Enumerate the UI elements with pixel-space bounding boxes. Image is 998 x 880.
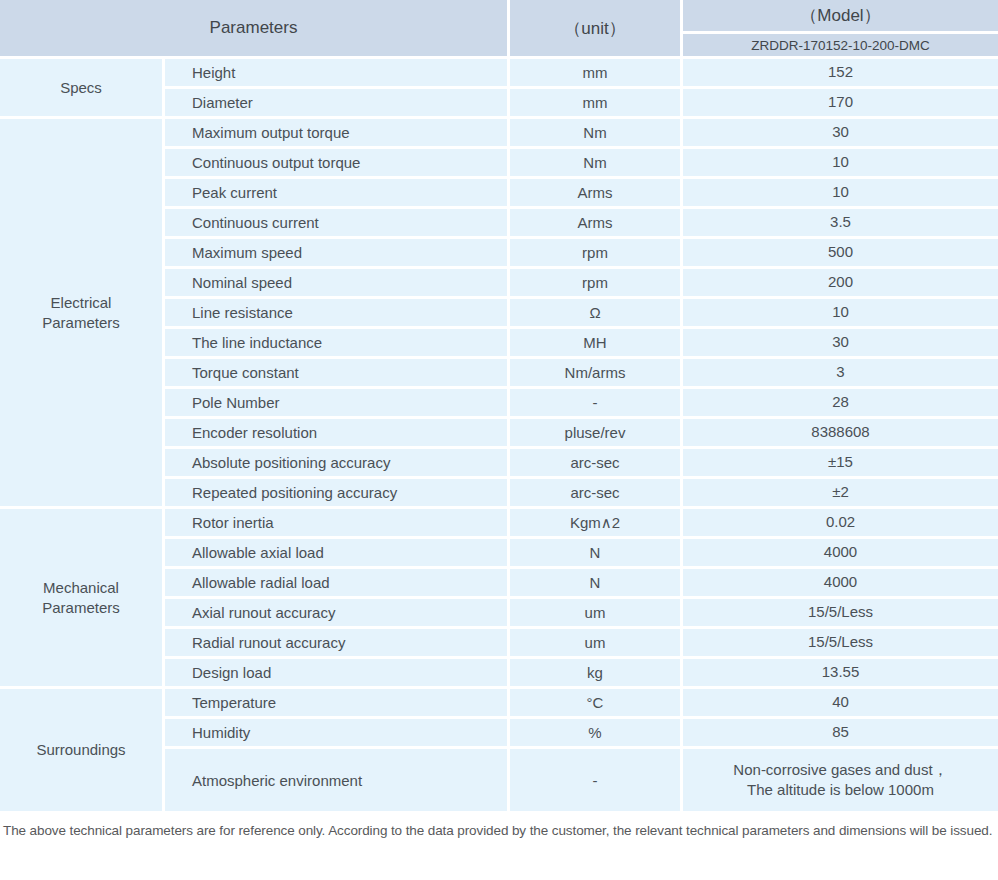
table-row: Electrical ParametersMaximum output torq… [0,119,998,149]
parameters-header-cell: Parameters [0,0,510,59]
param-cell: Continuous output torque [165,149,510,179]
value-cell: 40 [683,689,998,719]
param-cell: Diameter [165,89,510,119]
value-cell: 28 [683,389,998,419]
param-cell: Pole Number [165,389,510,419]
param-cell: Line resistance [165,299,510,329]
value-cell: 10 [683,149,998,179]
value-cell: 85 [683,719,998,749]
spec-table: Parameters （unit） （Model） ZRDDR-170152-1… [0,0,998,814]
group-cell-surroundings: Surroundings [0,689,165,814]
param-cell: Temperature [165,689,510,719]
value-cell: Non-corrosive gases and dust， The altitu… [683,749,998,814]
param-cell: Humidity [165,719,510,749]
unit-cell: um [510,629,683,659]
table-row: SurroundingsTemperature°C40 [0,689,998,719]
param-cell: Peak current [165,179,510,209]
unit-cell: - [510,749,683,814]
group-cell-mechanical-parameters: Mechanical Parameters [0,509,165,689]
unit-cell: Ω [510,299,683,329]
spec-table-body: SpecsHeightmm152Diametermm170Electrical … [0,59,998,814]
param-cell: Repeated positioning accuracy [165,479,510,509]
unit-cell: pluse/rev [510,419,683,449]
group-cell-electrical-parameters: Electrical Parameters [0,119,165,509]
value-cell: 8388608 [683,419,998,449]
spec-table-header: Parameters （unit） （Model） ZRDDR-170152-1… [0,0,998,59]
model-number-cell: ZRDDR-170152-10-200-DMC [683,34,998,59]
value-cell: 500 [683,239,998,269]
param-cell: The line inductance [165,329,510,359]
model-header-cell: （Model） [683,0,998,34]
param-cell: Height [165,59,510,89]
param-cell: Continuous current [165,209,510,239]
unit-cell: N [510,569,683,599]
unit-cell: arc-sec [510,449,683,479]
unit-cell: mm [510,59,683,89]
unit-cell: rpm [510,269,683,299]
value-cell: 10 [683,179,998,209]
unit-cell: % [510,719,683,749]
param-cell: Absolute positioning accuracy [165,449,510,479]
value-cell: 4000 [683,569,998,599]
value-cell: ±15 [683,449,998,479]
unit-cell: °C [510,689,683,719]
value-cell: 13.55 [683,659,998,689]
value-cell: 30 [683,119,998,149]
unit-cell: Nm/arms [510,359,683,389]
unit-cell: rpm [510,239,683,269]
unit-cell: - [510,389,683,419]
unit-cell: Arms [510,179,683,209]
value-cell: 200 [683,269,998,299]
unit-cell: N [510,539,683,569]
unit-cell: arc-sec [510,479,683,509]
unit-cell: MH [510,329,683,359]
param-cell: Allowable axial load [165,539,510,569]
unit-cell: um [510,599,683,629]
value-cell: 3 [683,359,998,389]
value-cell: 4000 [683,539,998,569]
unit-cell: mm [510,89,683,119]
param-cell: Rotor inertia [165,509,510,539]
value-cell: 152 [683,59,998,89]
param-cell: Allowable radial load [165,569,510,599]
value-cell: 3.5 [683,209,998,239]
unit-cell: Kgm∧2 [510,509,683,539]
unit-cell: Arms [510,209,683,239]
unit-cell: kg [510,659,683,689]
value-cell: ±2 [683,479,998,509]
table-row: SpecsHeightmm152 [0,59,998,89]
param-cell: Design load [165,659,510,689]
table-row: Mechanical ParametersRotor inertiaKgm∧20… [0,509,998,539]
param-cell: Axial runout accuracy [165,599,510,629]
unit-cell: Nm [510,119,683,149]
param-cell: Nominal speed [165,269,510,299]
param-cell: Encoder resolution [165,419,510,449]
unit-header-cell: （unit） [510,0,683,59]
unit-cell: Nm [510,149,683,179]
param-cell: Maximum output torque [165,119,510,149]
header-row-1: Parameters （unit） （Model） [0,0,998,34]
reference-note: The above technical parameters are for r… [3,823,998,838]
value-cell: 170 [683,89,998,119]
value-cell: 30 [683,329,998,359]
value-cell: 15/5/Less [683,599,998,629]
param-cell: Atmospheric environment [165,749,510,814]
param-cell: Torque constant [165,359,510,389]
param-cell: Radial runout accuracy [165,629,510,659]
group-cell-specs: Specs [0,59,165,119]
param-cell: Maximum speed [165,239,510,269]
value-cell: 0.02 [683,509,998,539]
value-cell: 15/5/Less [683,629,998,659]
value-cell: 10 [683,299,998,329]
